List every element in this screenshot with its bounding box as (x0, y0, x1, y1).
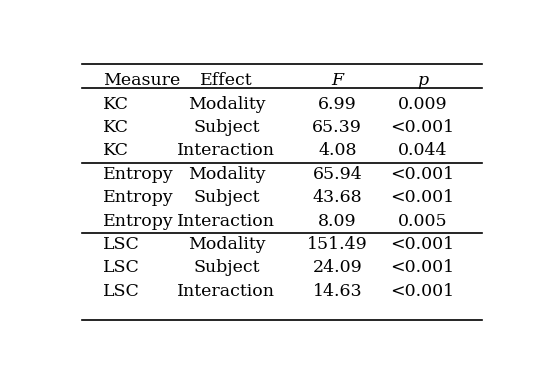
Text: 6.99: 6.99 (318, 96, 356, 113)
Text: Modality: Modality (188, 96, 265, 113)
Text: Modality: Modality (188, 236, 265, 253)
Text: <0.001: <0.001 (390, 283, 455, 300)
Text: Subject: Subject (193, 189, 260, 206)
Text: <0.001: <0.001 (390, 189, 455, 206)
Text: <0.001: <0.001 (390, 236, 455, 253)
Text: 151.49: 151.49 (307, 236, 367, 253)
Text: 65.94: 65.94 (312, 166, 362, 183)
Text: Entropy: Entropy (103, 212, 174, 229)
Text: 8.09: 8.09 (318, 212, 356, 229)
Text: LSC: LSC (103, 259, 140, 276)
Text: F: F (331, 71, 343, 88)
Text: <0.001: <0.001 (390, 166, 455, 183)
Text: Subject: Subject (193, 259, 260, 276)
Text: KC: KC (103, 96, 129, 113)
Text: p: p (417, 71, 428, 88)
Text: Interaction: Interaction (178, 212, 276, 229)
Text: Subject: Subject (193, 119, 260, 136)
Text: <0.001: <0.001 (390, 119, 455, 136)
Text: KC: KC (103, 119, 129, 136)
Text: Effect: Effect (200, 71, 253, 88)
Text: Interaction: Interaction (178, 142, 276, 159)
Text: 0.009: 0.009 (398, 96, 447, 113)
Text: KC: KC (103, 142, 129, 159)
Text: 0.044: 0.044 (398, 142, 447, 159)
Text: Entropy: Entropy (103, 166, 174, 183)
Text: Modality: Modality (188, 166, 265, 183)
Text: 65.39: 65.39 (312, 119, 362, 136)
Text: Entropy: Entropy (103, 189, 174, 206)
Text: Measure: Measure (103, 71, 180, 88)
Text: LSC: LSC (103, 236, 140, 253)
Text: LSC: LSC (103, 283, 140, 300)
Text: 14.63: 14.63 (312, 283, 362, 300)
Text: Interaction: Interaction (178, 283, 276, 300)
Text: <0.001: <0.001 (390, 259, 455, 276)
Text: 24.09: 24.09 (312, 259, 362, 276)
Text: 43.68: 43.68 (312, 189, 362, 206)
Text: 4.08: 4.08 (318, 142, 356, 159)
Text: 0.005: 0.005 (398, 212, 447, 229)
